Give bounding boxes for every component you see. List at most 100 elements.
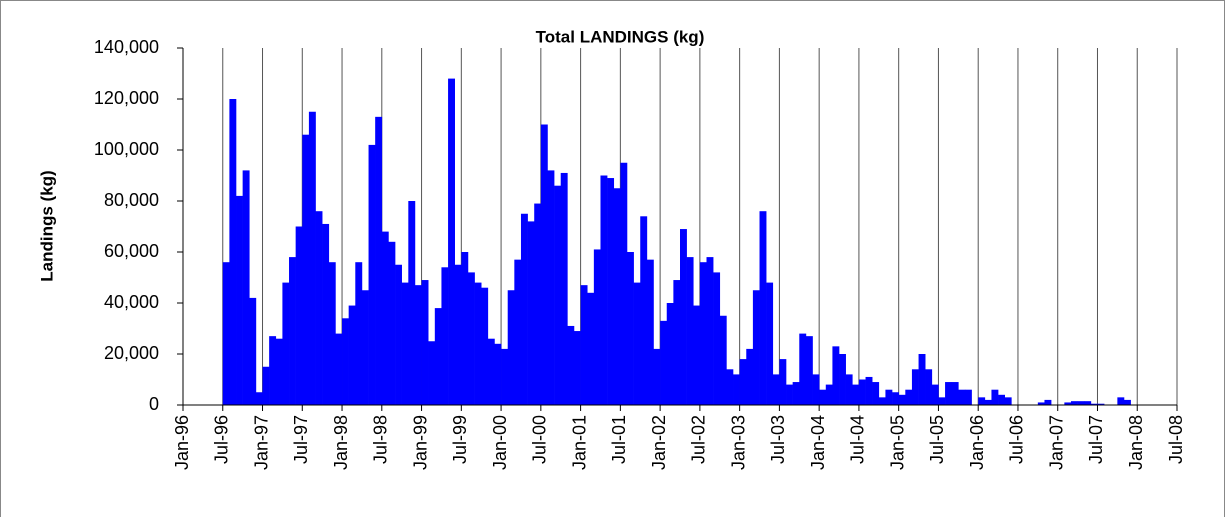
- bar: [222, 262, 230, 405]
- x-tick-label: Jul-08: [1166, 415, 1186, 464]
- x-tick-label: Jul-05: [927, 415, 947, 464]
- bar: [613, 188, 621, 405]
- bar: [269, 336, 277, 405]
- bar: [799, 333, 807, 405]
- bar: [805, 336, 813, 405]
- x-tick-label: Jan-06: [967, 415, 987, 470]
- y-tick-label: 100,000: [94, 139, 159, 159]
- x-tick-label: Jul-96: [212, 415, 232, 464]
- bar: [746, 348, 754, 405]
- bar: [355, 262, 363, 405]
- bar: [348, 305, 356, 405]
- bar: [951, 382, 959, 405]
- bar: [1004, 397, 1012, 405]
- x-tick-label: Jan-01: [569, 415, 589, 470]
- y-tick-label: 80,000: [104, 190, 159, 210]
- bar: [680, 229, 687, 405]
- x-tick-label: Jul-98: [371, 415, 391, 464]
- bar: [1123, 399, 1131, 405]
- bar: [759, 211, 767, 405]
- bar: [520, 213, 528, 405]
- bar: [388, 241, 396, 405]
- bar: [289, 257, 296, 405]
- bar: [646, 259, 654, 405]
- bar: [421, 280, 429, 405]
- bar: [911, 369, 919, 405]
- bar: [1064, 402, 1072, 405]
- bar: [335, 333, 343, 405]
- bar: [713, 272, 721, 405]
- bar: [315, 211, 323, 405]
- bar: [454, 264, 462, 405]
- y-tick-label: 20,000: [104, 343, 159, 363]
- bar: [878, 397, 886, 405]
- bar: [607, 178, 615, 405]
- x-tick-label: Jan-00: [490, 415, 510, 470]
- bar: [964, 389, 972, 405]
- bar: [945, 382, 952, 405]
- bar: [991, 389, 999, 405]
- x-tick-label: Jan-07: [1046, 415, 1066, 470]
- bar: [1077, 401, 1085, 405]
- y-axis-label: Landings (kg): [37, 170, 56, 281]
- bar: [573, 331, 581, 405]
- bar: [1090, 403, 1098, 405]
- bar: [342, 318, 349, 405]
- bar: [507, 290, 515, 405]
- x-tick-label: Jan-08: [1126, 415, 1146, 470]
- bar: [302, 134, 310, 405]
- x-tick-label: Jul-97: [291, 415, 311, 464]
- bar: [514, 259, 522, 405]
- bar: [626, 252, 634, 405]
- y-tick-label: 140,000: [94, 37, 159, 57]
- x-tick-label: Jan-05: [887, 415, 907, 470]
- bar: [978, 397, 986, 405]
- bar: [448, 78, 455, 405]
- y-tick-label: 0: [149, 394, 159, 414]
- bar: [547, 170, 555, 405]
- bar: [308, 111, 316, 405]
- bar: [487, 338, 495, 405]
- bar: [560, 172, 568, 405]
- bar: [481, 287, 489, 405]
- bar: [295, 226, 303, 405]
- bar: [839, 354, 846, 405]
- bar: [381, 231, 389, 405]
- bar: [229, 99, 237, 405]
- bar: [501, 348, 509, 405]
- bar: [772, 374, 780, 405]
- x-tick-label: Jan-97: [251, 415, 271, 470]
- bar: [242, 170, 250, 405]
- bar: [587, 292, 595, 405]
- bar: [593, 249, 601, 405]
- bar: [1044, 399, 1052, 405]
- bar: [766, 282, 774, 405]
- bar: [938, 397, 946, 405]
- bar: [660, 320, 668, 405]
- bar: [461, 252, 469, 405]
- bar: [567, 325, 575, 405]
- bar: [998, 394, 1006, 405]
- bar: [322, 223, 330, 405]
- x-tick-label: Jan-98: [331, 415, 351, 470]
- x-tick-label: Jan-99: [410, 415, 430, 470]
- bar: [699, 262, 707, 405]
- bar: [958, 389, 966, 405]
- bar: [726, 369, 734, 405]
- bar: [600, 175, 608, 405]
- bar: [918, 354, 926, 405]
- bar: [752, 290, 760, 405]
- bar: [686, 257, 694, 405]
- y-tick-label: 60,000: [104, 241, 159, 261]
- bar: [428, 341, 436, 405]
- bar: [441, 267, 449, 405]
- bar: [733, 374, 740, 405]
- bar: [885, 389, 893, 405]
- bar: [255, 392, 263, 405]
- x-tick-label: Jul-01: [609, 415, 629, 464]
- bar: [361, 290, 369, 405]
- bar: [282, 282, 290, 405]
- bar: [706, 257, 714, 405]
- bar: [527, 221, 535, 405]
- bar: [719, 315, 727, 405]
